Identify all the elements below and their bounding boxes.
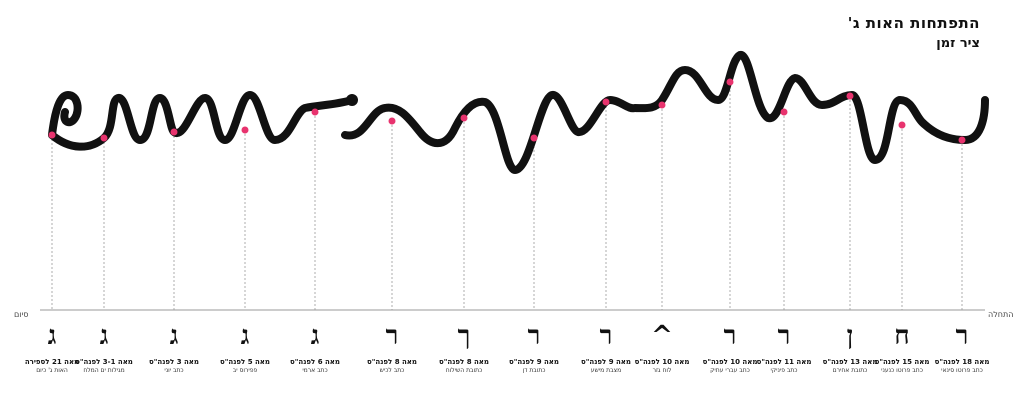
stage-caption: מאה 9 לפנה"ס כתובת דן <box>494 358 574 375</box>
stage-source: פפירוס יב <box>232 367 258 374</box>
letter-glyph: ר <box>527 321 541 351</box>
stage-caption: מאה 3 לפנה"ס כתב יוני <box>134 358 214 375</box>
letter-glyph: ר <box>955 321 969 351</box>
marker-dot <box>780 108 788 116</box>
stage-date: מאה 11 לפנה"ס <box>756 358 812 366</box>
stage-source: כתובת אחירם <box>832 367 868 374</box>
letter-glyph: ן <box>846 321 854 351</box>
marker-dot <box>100 134 108 142</box>
stage-caption: מאה 6 לפנה"ס כתב ארמי <box>275 358 355 375</box>
stage-caption: מאה 8 לפנה"ס כתובת השילוח <box>424 358 504 375</box>
page-title: התפתחות האות ג' <box>847 14 980 32</box>
marker-dot <box>388 117 396 125</box>
stage-date: מאה 21 לספירה <box>24 358 80 366</box>
stage-date: מאה 9 לפנה"ס <box>509 358 559 366</box>
stage-caption: מאה 11 לפנה"ס כתב פיניקי <box>744 358 824 375</box>
stage-date: מאה 3 לפנה"ס <box>149 358 199 366</box>
marker-dot <box>602 98 610 106</box>
stage-source: כתב לכיש <box>379 367 405 374</box>
stage-caption: מאה 3-1 לפנה"ס מגילות ים המלח <box>64 358 144 375</box>
stage-source: כתב פרוטו סינאי <box>941 367 983 374</box>
stage-date: מאה 8 לפנה"ס <box>367 358 417 366</box>
marker-dot <box>726 78 734 86</box>
guide-lines <box>51 82 963 310</box>
stage-caption: מאה 8 לפנה"ס כתב לכיש <box>352 358 432 375</box>
stage-source: כתב ארמי <box>302 367 328 374</box>
stage-caption: מאה 9 לפנה"ס מצבת מישע <box>566 358 646 375</box>
marker-dot <box>170 128 178 136</box>
marker-dots <box>48 78 966 144</box>
stage-date: מאה 10 לפנה"ס <box>634 358 690 366</box>
stage-date: מאה 15 לפנה"ס <box>874 358 930 366</box>
stage-source: כתב יוני <box>164 367 184 374</box>
stage-date: מאה 3-1 לפנה"ס <box>75 358 133 366</box>
axis-left-label: סיום <box>14 310 29 319</box>
chart-title-block: התפתחות האות ג' ציר זמן <box>848 14 980 51</box>
stage-caption: מאה 5 לפנה"ס פפירוס יב <box>205 358 285 375</box>
stage-caption: מאה 18 לפנה"ס כתב פרוטו סינאי <box>922 358 1002 375</box>
marker-dot <box>958 136 966 144</box>
letter-glyph: ג <box>99 321 109 351</box>
letter-glyph: ג <box>169 321 179 351</box>
stage-source: כתב עברי עתיק <box>710 367 750 374</box>
stage-source: כתב פיניקי <box>770 367 798 374</box>
stage-date: מאה 18 לפנה"ס <box>934 358 990 366</box>
letter-glyph: ג <box>240 321 250 351</box>
axis-right-label: התחלה <box>988 310 1014 319</box>
stage-date: מאה 5 לפנה"ס <box>220 358 270 366</box>
stage-date: מאה 8 לפנה"ס <box>439 358 489 366</box>
stage-source: מצבת מישע <box>590 367 622 374</box>
marker-dot <box>846 92 854 100</box>
stage-date: מאה 13 לפנה"ס <box>822 358 878 366</box>
stage-caption: מאה 10 לפנה"ס לוח גזר <box>622 358 702 375</box>
marker-dot <box>241 126 249 134</box>
stage-source: האות ג' כיום <box>36 367 68 374</box>
letter-glyph: ר <box>777 321 791 351</box>
stage-caption: מאה 13 לפנה"ס כתובת אחירם <box>810 358 890 375</box>
stroke-knob <box>346 94 358 106</box>
stage-source: כתובת דן <box>522 367 546 374</box>
letter-glyph: ג <box>47 321 57 351</box>
letter-glyph: ר <box>599 321 613 351</box>
marker-dot <box>460 114 468 122</box>
marker-dot <box>48 131 56 139</box>
stage-date: מאה 9 לפנה"ס <box>581 358 631 366</box>
marker-dot <box>898 121 906 129</box>
letter-glyph: ר <box>385 321 399 351</box>
letter-glyph: ר <box>723 321 737 351</box>
stage-source: לוח גזר <box>652 367 672 374</box>
stage-source: מגילות ים המלח <box>83 367 125 374</box>
marker-dot <box>530 134 538 142</box>
stage-caption: מאה 10 לפנה"ס כתב עברי עתיק <box>690 358 770 375</box>
letter-glyph: ח <box>894 321 910 351</box>
stage-source: כתב פרוטו כנעני <box>881 367 923 374</box>
letter-glyph: ^ <box>651 321 673 351</box>
evolution-stroke <box>48 51 989 174</box>
page-subtitle: ציר זמן <box>936 36 980 51</box>
stage-date: מאה 10 לפנה"ס <box>702 358 758 366</box>
stage-caption: מאה 15 לפנה"ס כתב פרוטו כנעני <box>862 358 942 375</box>
marker-dot <box>658 101 666 109</box>
letter-glyph: ג <box>310 321 320 351</box>
stage-caption: מאה 21 לספירה האות ג' כיום <box>12 358 92 375</box>
stage-date: מאה 6 לפנה"ס <box>290 358 340 366</box>
letter-glyph: ך <box>457 321 471 351</box>
marker-dot <box>311 108 319 116</box>
stage-source: כתובת השילוח <box>445 367 483 374</box>
